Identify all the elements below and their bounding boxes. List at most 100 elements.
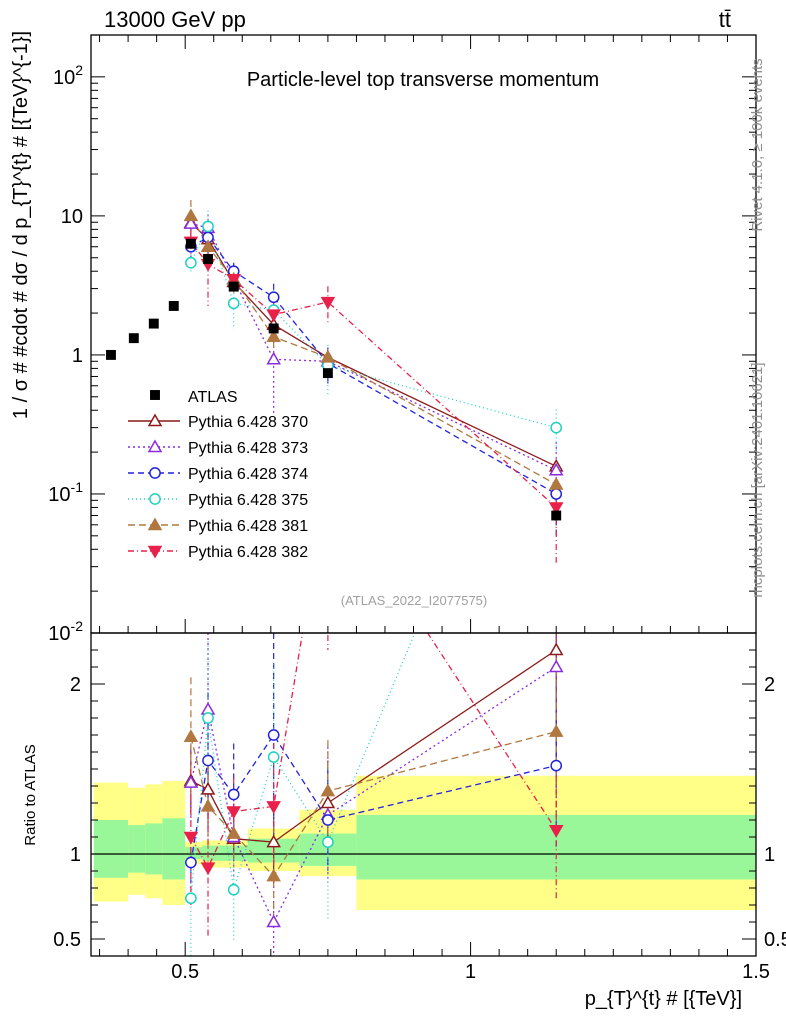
ratio-point bbox=[183, 831, 199, 845]
ratio-y-tick-label-right: 0.5 bbox=[764, 929, 786, 951]
legend-marker-data bbox=[150, 390, 160, 400]
series-line bbox=[190, 224, 557, 429]
series-point bbox=[550, 488, 563, 500]
ratio-point bbox=[200, 781, 216, 795]
ratio-point bbox=[548, 824, 564, 838]
data-point bbox=[551, 510, 562, 521]
ratio-series-line bbox=[190, 730, 557, 878]
series-point bbox=[185, 256, 197, 269]
legend-label: Pythia 6.428 373 bbox=[188, 440, 308, 457]
legend-label: Pythia 6.428 375 bbox=[188, 492, 308, 509]
ratio-point bbox=[267, 729, 280, 741]
ratio-point bbox=[551, 288, 561, 298]
data-point bbox=[203, 254, 213, 264]
legend-marker bbox=[147, 439, 163, 453]
ratio-point bbox=[202, 754, 214, 767]
data-point bbox=[128, 333, 139, 344]
x-tick-label: 1.5 bbox=[742, 961, 770, 983]
series-point bbox=[226, 274, 241, 287]
ratio-point bbox=[226, 806, 241, 820]
ratio-point bbox=[267, 751, 280, 763]
ratio-point bbox=[227, 788, 240, 801]
series-point bbox=[227, 297, 240, 310]
x-tick-label: 0.5 bbox=[171, 961, 199, 983]
series-point bbox=[266, 309, 281, 323]
x-tick-label: 1 bbox=[465, 961, 476, 983]
y-axis-label: 1 / σ # #cdot # dσ / d p_{T}^{t} # [{TeV… bbox=[10, 31, 32, 419]
ratio-point bbox=[183, 775, 199, 788]
ratio-point bbox=[185, 892, 197, 905]
mcplots-label: mcplots.cern.ch [arXiv:2401.10621] bbox=[749, 362, 766, 597]
ratio-point bbox=[266, 801, 281, 814]
series-point bbox=[202, 220, 214, 233]
ratio-point bbox=[227, 883, 240, 896]
ratio-point bbox=[200, 862, 216, 876]
legend-marker bbox=[147, 517, 163, 531]
ratio-point bbox=[320, 783, 336, 797]
analysis-label: (ATLAS_2022_I2077575) bbox=[341, 593, 487, 608]
y-tick-label: 10-1 bbox=[48, 479, 83, 506]
ratio-point bbox=[266, 868, 281, 882]
series-point bbox=[183, 216, 199, 229]
ratio-point bbox=[185, 856, 197, 869]
legend-label: Pythia 6.428 370 bbox=[188, 414, 308, 431]
data-point bbox=[106, 349, 116, 360]
data-point bbox=[168, 301, 179, 311]
ratio-panel-frame bbox=[90, 632, 757, 957]
data-point bbox=[322, 368, 333, 379]
uncertainty-band-green bbox=[202, 845, 220, 861]
legend-label: Pythia 6.428 381 bbox=[188, 518, 308, 535]
uncertainty-band-green bbox=[128, 825, 146, 873]
legend-marker bbox=[147, 413, 163, 427]
series-point bbox=[320, 296, 336, 310]
ratio-point bbox=[548, 659, 564, 673]
uncertainty-band-green bbox=[162, 818, 186, 880]
ratio-point bbox=[200, 798, 216, 812]
x-axis-label: p_{T}^{t} # [{TeV}] bbox=[585, 988, 742, 1010]
ratio-series-line bbox=[190, 733, 557, 863]
ratio-point bbox=[548, 642, 564, 656]
header-left: 13000 GeV pp bbox=[104, 7, 246, 32]
data-point bbox=[185, 238, 196, 249]
legend-marker bbox=[147, 545, 163, 559]
series-point bbox=[550, 421, 563, 434]
legend-label-data: ATLAS bbox=[188, 389, 238, 406]
y-tick-label: 102 bbox=[53, 62, 83, 89]
series-line bbox=[190, 222, 557, 471]
data-point bbox=[268, 323, 279, 334]
series-line bbox=[190, 236, 557, 495]
series-point bbox=[267, 291, 280, 304]
ratio-y-tick-label-right: 1 bbox=[764, 844, 775, 866]
series-point bbox=[548, 462, 564, 476]
rivet-label: Rivet 4.1.0, ≥ 100k events bbox=[749, 58, 766, 231]
ratio-point bbox=[202, 712, 214, 724]
series-point bbox=[266, 351, 281, 365]
legend-label: Pythia 6.428 382 bbox=[188, 544, 308, 561]
ratio-y-axis-label: Ratio to ATLAS bbox=[22, 744, 39, 845]
y-tick-label: 1 bbox=[72, 345, 83, 367]
series-point bbox=[183, 208, 199, 222]
ratio-point bbox=[266, 834, 281, 848]
ratio-y-tick-label: 1 bbox=[70, 844, 81, 866]
header-right: tt̄ bbox=[719, 7, 731, 32]
series-point bbox=[320, 349, 336, 363]
data-point bbox=[228, 281, 239, 292]
data-point bbox=[148, 318, 159, 329]
series-point bbox=[548, 502, 564, 515]
uncertainty-band-green bbox=[185, 847, 203, 860]
ratio-point bbox=[266, 914, 281, 928]
uncertainty-band-green bbox=[145, 823, 163, 875]
ratio-point bbox=[322, 836, 334, 848]
ratio-point bbox=[550, 759, 563, 772]
ratio-point bbox=[226, 826, 241, 839]
ratio-point bbox=[322, 814, 334, 826]
chart-title: Particle-level top transverse momentum bbox=[247, 69, 599, 91]
legend-marker bbox=[149, 493, 161, 505]
ratio-y-tick-label: 0.5 bbox=[53, 929, 81, 951]
series-line bbox=[190, 215, 557, 486]
legend-label: Pythia 6.428 374 bbox=[188, 466, 308, 483]
uncertainty-band-green bbox=[93, 820, 129, 878]
ratio-y-tick-label: 2 bbox=[70, 674, 81, 696]
series-point bbox=[266, 329, 281, 343]
